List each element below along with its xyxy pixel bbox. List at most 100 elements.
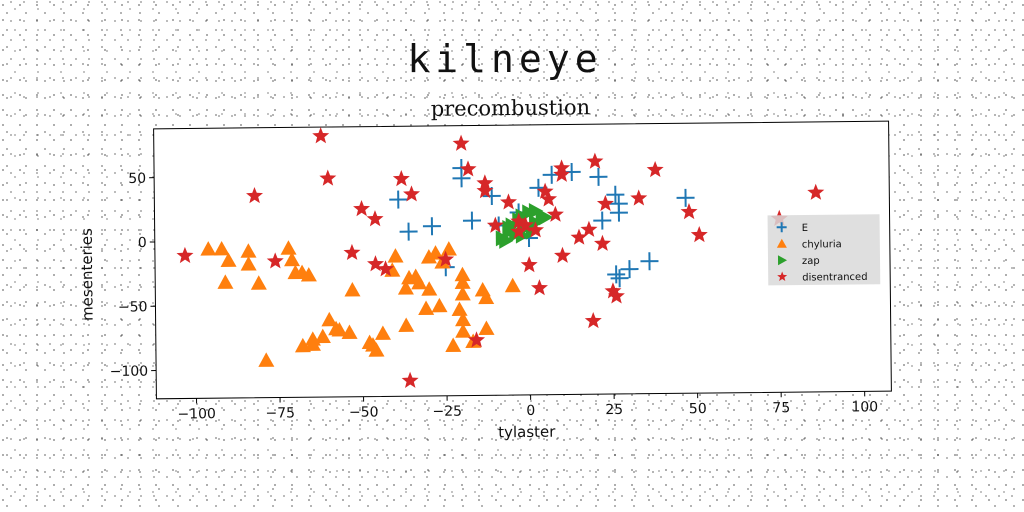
legend-marker [777, 255, 788, 266]
data-point [610, 269, 629, 288]
data-point [486, 216, 504, 233]
data-point [387, 248, 404, 263]
data-point [341, 324, 358, 339]
y-tick-label: 0 [138, 235, 147, 251]
data-point [300, 267, 317, 282]
data-point [482, 186, 501, 206]
x-tick-label: −50 [349, 404, 379, 420]
data-point [500, 193, 517, 210]
x-axis-label: tylaster [498, 423, 556, 442]
data-point [421, 281, 438, 296]
data-point [452, 169, 471, 188]
data-point [527, 221, 545, 238]
legend-label: zap [802, 256, 820, 267]
data-point [280, 240, 297, 255]
x-tick-label: 25 [605, 402, 623, 418]
data-point [454, 274, 471, 289]
data-point [540, 190, 558, 207]
data-point [366, 210, 384, 227]
data-point [459, 160, 477, 177]
data-point [528, 214, 544, 231]
data-point [403, 185, 421, 202]
data-point [246, 186, 264, 204]
data-point [502, 220, 517, 237]
legend-label: E [802, 223, 808, 234]
data-point [304, 336, 321, 351]
legend-label: disentranced [802, 272, 867, 284]
data-point [452, 134, 470, 151]
data-point [593, 211, 612, 230]
x-tick-label: 100 [851, 399, 878, 415]
data-point [807, 183, 825, 200]
data-point [353, 200, 371, 217]
data-point [250, 275, 267, 290]
data-point [258, 352, 275, 367]
data-point [411, 274, 428, 290]
data-point [213, 240, 230, 256]
data-point [640, 252, 659, 271]
axes: precombustion tylaster mesenteries −100−… [78, 95, 892, 442]
data-point [331, 322, 348, 337]
data-point [319, 169, 337, 186]
data-point [431, 297, 448, 313]
data-point [476, 182, 494, 199]
data-point [451, 301, 468, 316]
data-point [266, 252, 284, 269]
x-tick-label: 0 [526, 403, 535, 419]
data-point [401, 371, 419, 389]
figure-suptitle: kilneye [407, 37, 602, 81]
x-ticks: −100 −75 −50 −25 0 25 50 75 100 [177, 391, 878, 423]
data-point [454, 266, 471, 282]
data-point [445, 337, 462, 353]
series-chyluria [200, 240, 521, 367]
data-point [596, 194, 614, 212]
x-tick-label: 75 [772, 400, 790, 416]
data-point [630, 189, 648, 206]
data-point [570, 228, 588, 245]
data-point [510, 222, 528, 239]
data-point [538, 209, 554, 226]
data-point [593, 234, 611, 251]
data-point [176, 246, 194, 264]
data-point [240, 256, 257, 271]
data-point [584, 312, 602, 329]
legend-marker [776, 222, 787, 233]
data-point [200, 241, 217, 256]
data-point [440, 241, 457, 256]
data-point [504, 277, 521, 293]
data-point [546, 205, 564, 222]
data-point [398, 317, 415, 332]
series-disentranced [176, 127, 825, 389]
legend-label: chyluria [802, 239, 842, 250]
y-tick-label: −50 [118, 299, 148, 315]
data-point [586, 152, 604, 169]
data-point [220, 252, 237, 267]
data-point [321, 311, 338, 327]
data-point [690, 226, 708, 243]
data-point [478, 289, 495, 305]
data-point [284, 251, 301, 267]
data-point [676, 188, 695, 207]
data-point [392, 170, 410, 187]
data-point [375, 325, 392, 340]
data-point [418, 300, 435, 316]
data-point [397, 280, 414, 295]
data-point [399, 222, 418, 241]
data-point [343, 243, 361, 261]
data-point [468, 331, 486, 348]
data-point [462, 211, 481, 230]
y-tick-label: 50 [128, 171, 146, 187]
legend-box [767, 214, 881, 286]
data-point [530, 279, 548, 296]
data-point [620, 260, 639, 279]
data-point [606, 185, 625, 204]
data-point [377, 260, 395, 277]
data-point [554, 246, 572, 263]
data-point [646, 160, 664, 178]
legend-marker [777, 271, 788, 282]
y-ticks: 50 0 −50 −100 [110, 171, 157, 380]
data-point [553, 165, 571, 182]
data-point [420, 249, 437, 264]
